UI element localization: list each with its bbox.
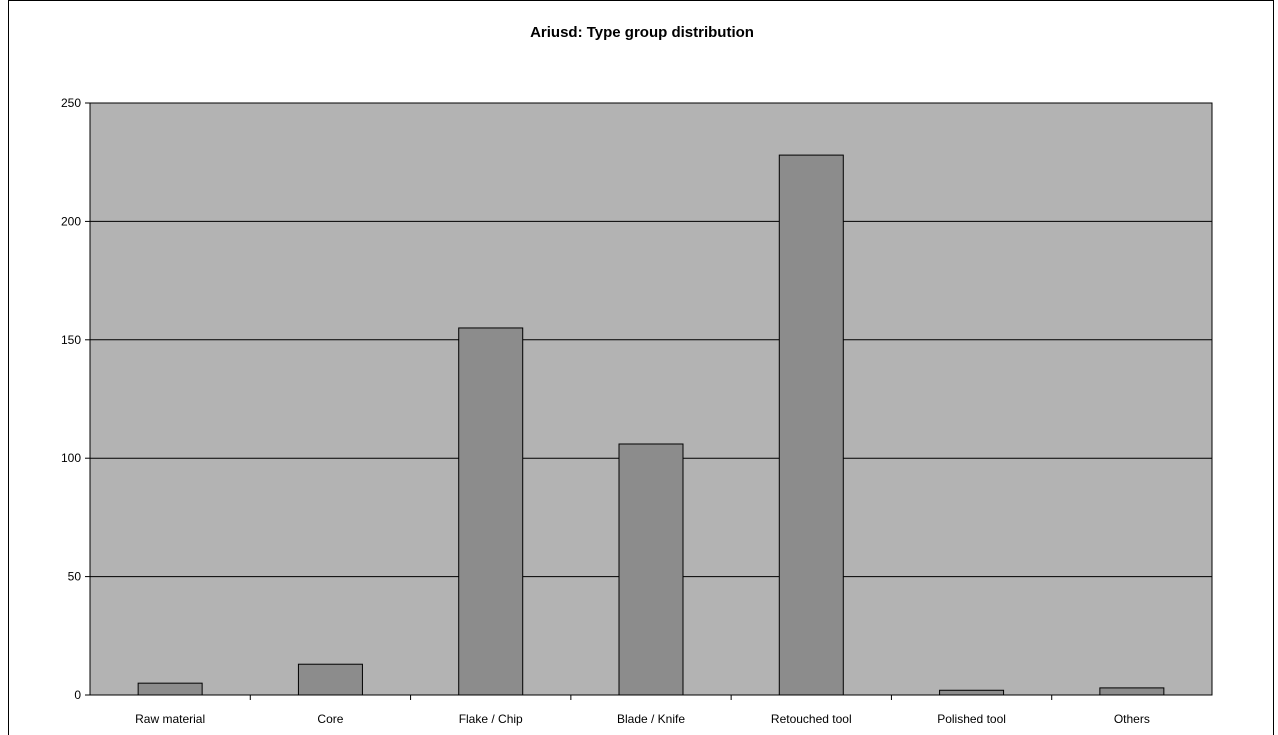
- y-tick-label: 0: [74, 688, 81, 702]
- y-tick-label: 50: [68, 570, 82, 584]
- bar-others: [1099, 687, 1165, 696]
- x-tick-label: Raw material: [135, 712, 205, 726]
- axes: [89, 103, 1212, 696]
- y-tick-label: 100: [61, 451, 81, 465]
- x-tick-label: Retouched tool: [771, 712, 852, 726]
- y-tick-label: 200: [61, 214, 81, 228]
- x-tick-label: Flake / Chip: [459, 712, 523, 726]
- x-tick-label: Others: [1114, 712, 1150, 726]
- x-tick-label: Blade / Knife: [617, 712, 685, 726]
- y-tick-label: 250: [61, 96, 81, 110]
- x-ticks: Raw material Core Flake / Chip Blade / Knif…: [135, 695, 1150, 726]
- gridlines: [90, 220, 1212, 578]
- bar-core: [297, 663, 363, 696]
- bar-polished-tool: [939, 689, 1005, 696]
- x-tick-label: Polished tool: [937, 712, 1006, 726]
- bar-retouched-tool: [778, 154, 844, 696]
- chart-title: Ariusd: Type group distribution: [530, 24, 754, 41]
- y-ticks: 0 50 100 150 200 250: [61, 96, 90, 702]
- bar-blade-knife: [618, 443, 684, 696]
- y-tick-label: 150: [61, 333, 81, 347]
- x-tick-label: Core: [317, 712, 343, 726]
- bar-flake-chip: [458, 327, 524, 696]
- bar-raw-material: [137, 682, 203, 696]
- bars: [137, 154, 1165, 696]
